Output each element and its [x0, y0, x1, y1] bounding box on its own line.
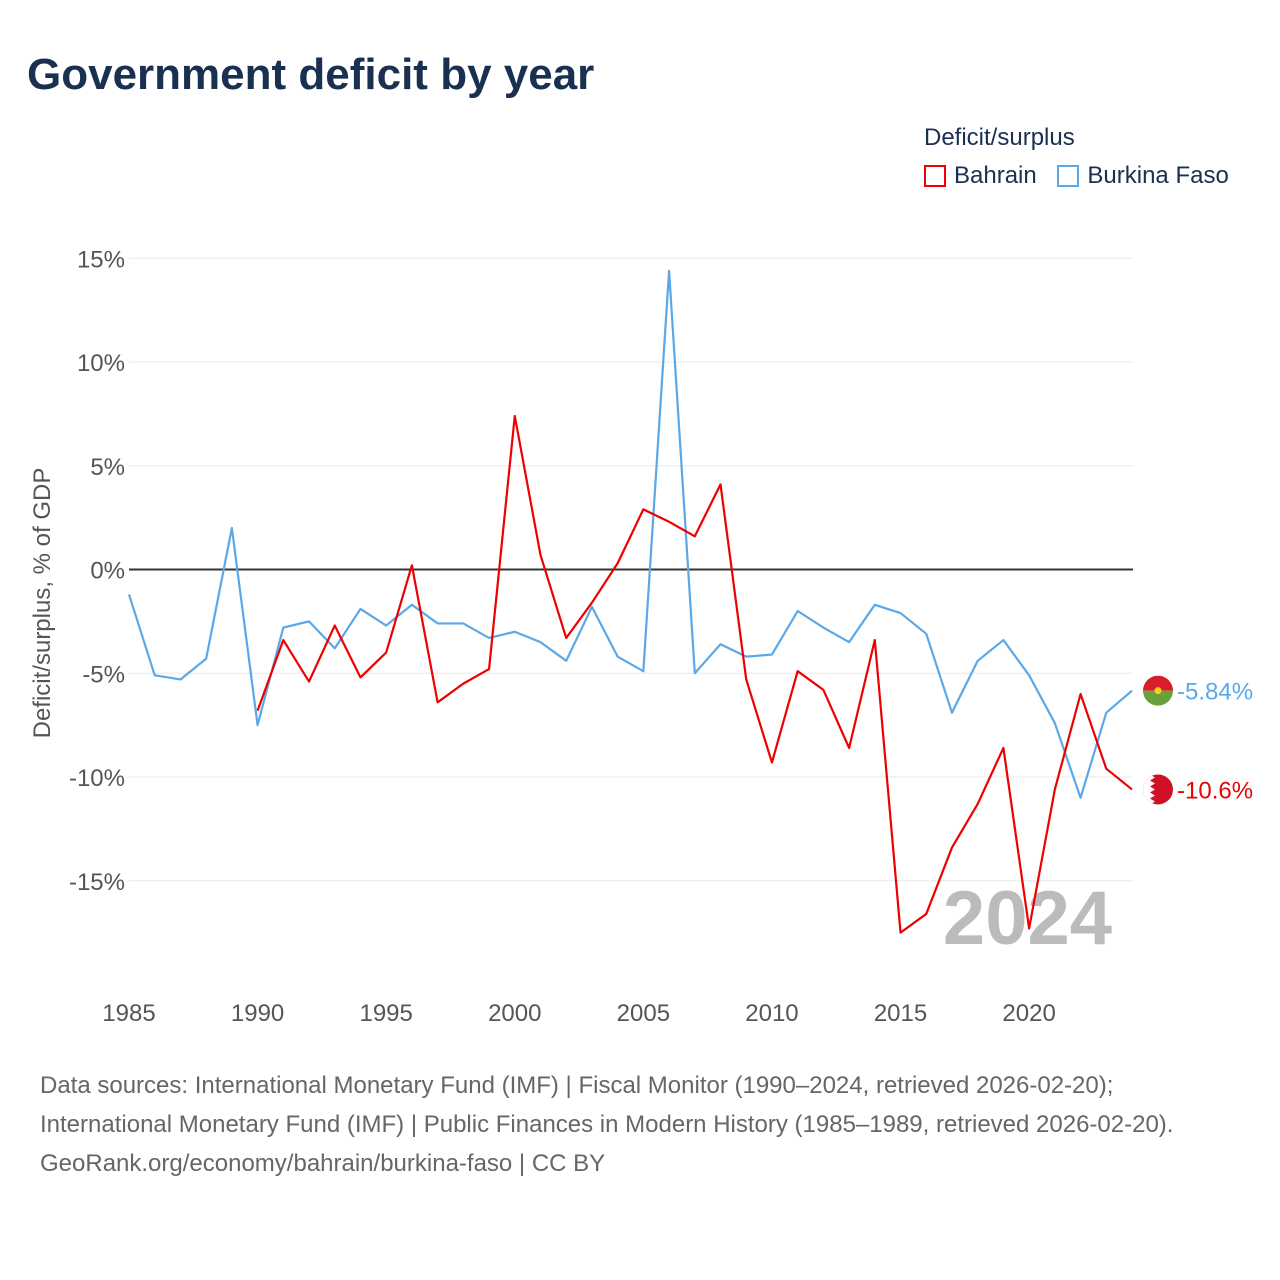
y-tick-label: 5% — [90, 454, 125, 481]
attribution-link[interactable]: GeoRank.org/economy/bahrain/burkina-faso… — [40, 1150, 606, 1177]
x-tick-label: 1985 — [102, 1000, 155, 1027]
y-axis-label: Deficit/surplus, % of GDP — [29, 468, 56, 739]
chart-plot: 15% 10% 5% 0% -5% -10% -15% 1985 1990 1995 2000 200… — [29, 246, 1253, 1027]
y-tick-label: 15% — [77, 246, 125, 273]
legend-label: Burkina Faso — [1087, 162, 1229, 189]
y-tick-label: 0% — [90, 558, 125, 585]
y-tick-label: 10% — [77, 350, 125, 377]
x-tick-label: 1995 — [359, 1000, 412, 1027]
chart-title: Government deficit by year — [27, 50, 595, 99]
y-tick-label: -15% — [69, 869, 125, 896]
legend-swatch — [1057, 165, 1080, 187]
x-tick-label: 2010 — [745, 1000, 798, 1027]
sources: Data sources: International Monetary Fun… — [40, 1066, 1240, 1183]
y-tick-label: -5% — [82, 661, 125, 688]
burkina-faso-flag-icon — [1143, 675, 1173, 706]
legend: Deficit/surplus Bahrain Burkina Faso — [924, 124, 1243, 194]
legend-item-burkina-faso[interactable]: Burkina Faso — [1057, 162, 1229, 190]
legend-title: Deficit/surplus — [924, 124, 1075, 151]
x-tick-label: 2005 — [617, 1000, 670, 1027]
end-value-label: -5.84% — [1177, 679, 1253, 706]
y-tick-label: -10% — [69, 765, 125, 792]
end-value-label: -10.6% — [1177, 777, 1253, 804]
legend-item-bahrain[interactable]: Bahrain — [924, 162, 1037, 190]
series-line-burkina-faso[interactable] — [127, 269, 1133, 799]
x-tick-label: 2000 — [488, 1000, 541, 1027]
bahrain-flag-icon — [1143, 774, 1173, 805]
x-tick-label: 2015 — [874, 1000, 927, 1027]
x-tick-label: 1990 — [231, 1000, 284, 1027]
legend-swatch — [924, 165, 946, 187]
x-tick-label: 2020 — [1002, 1000, 1055, 1027]
data-sources-text: Data sources: International Monetary Fun… — [40, 1072, 1174, 1138]
series-line-bahrain[interactable] — [256, 414, 1133, 934]
legend-label: Bahrain — [954, 162, 1037, 189]
